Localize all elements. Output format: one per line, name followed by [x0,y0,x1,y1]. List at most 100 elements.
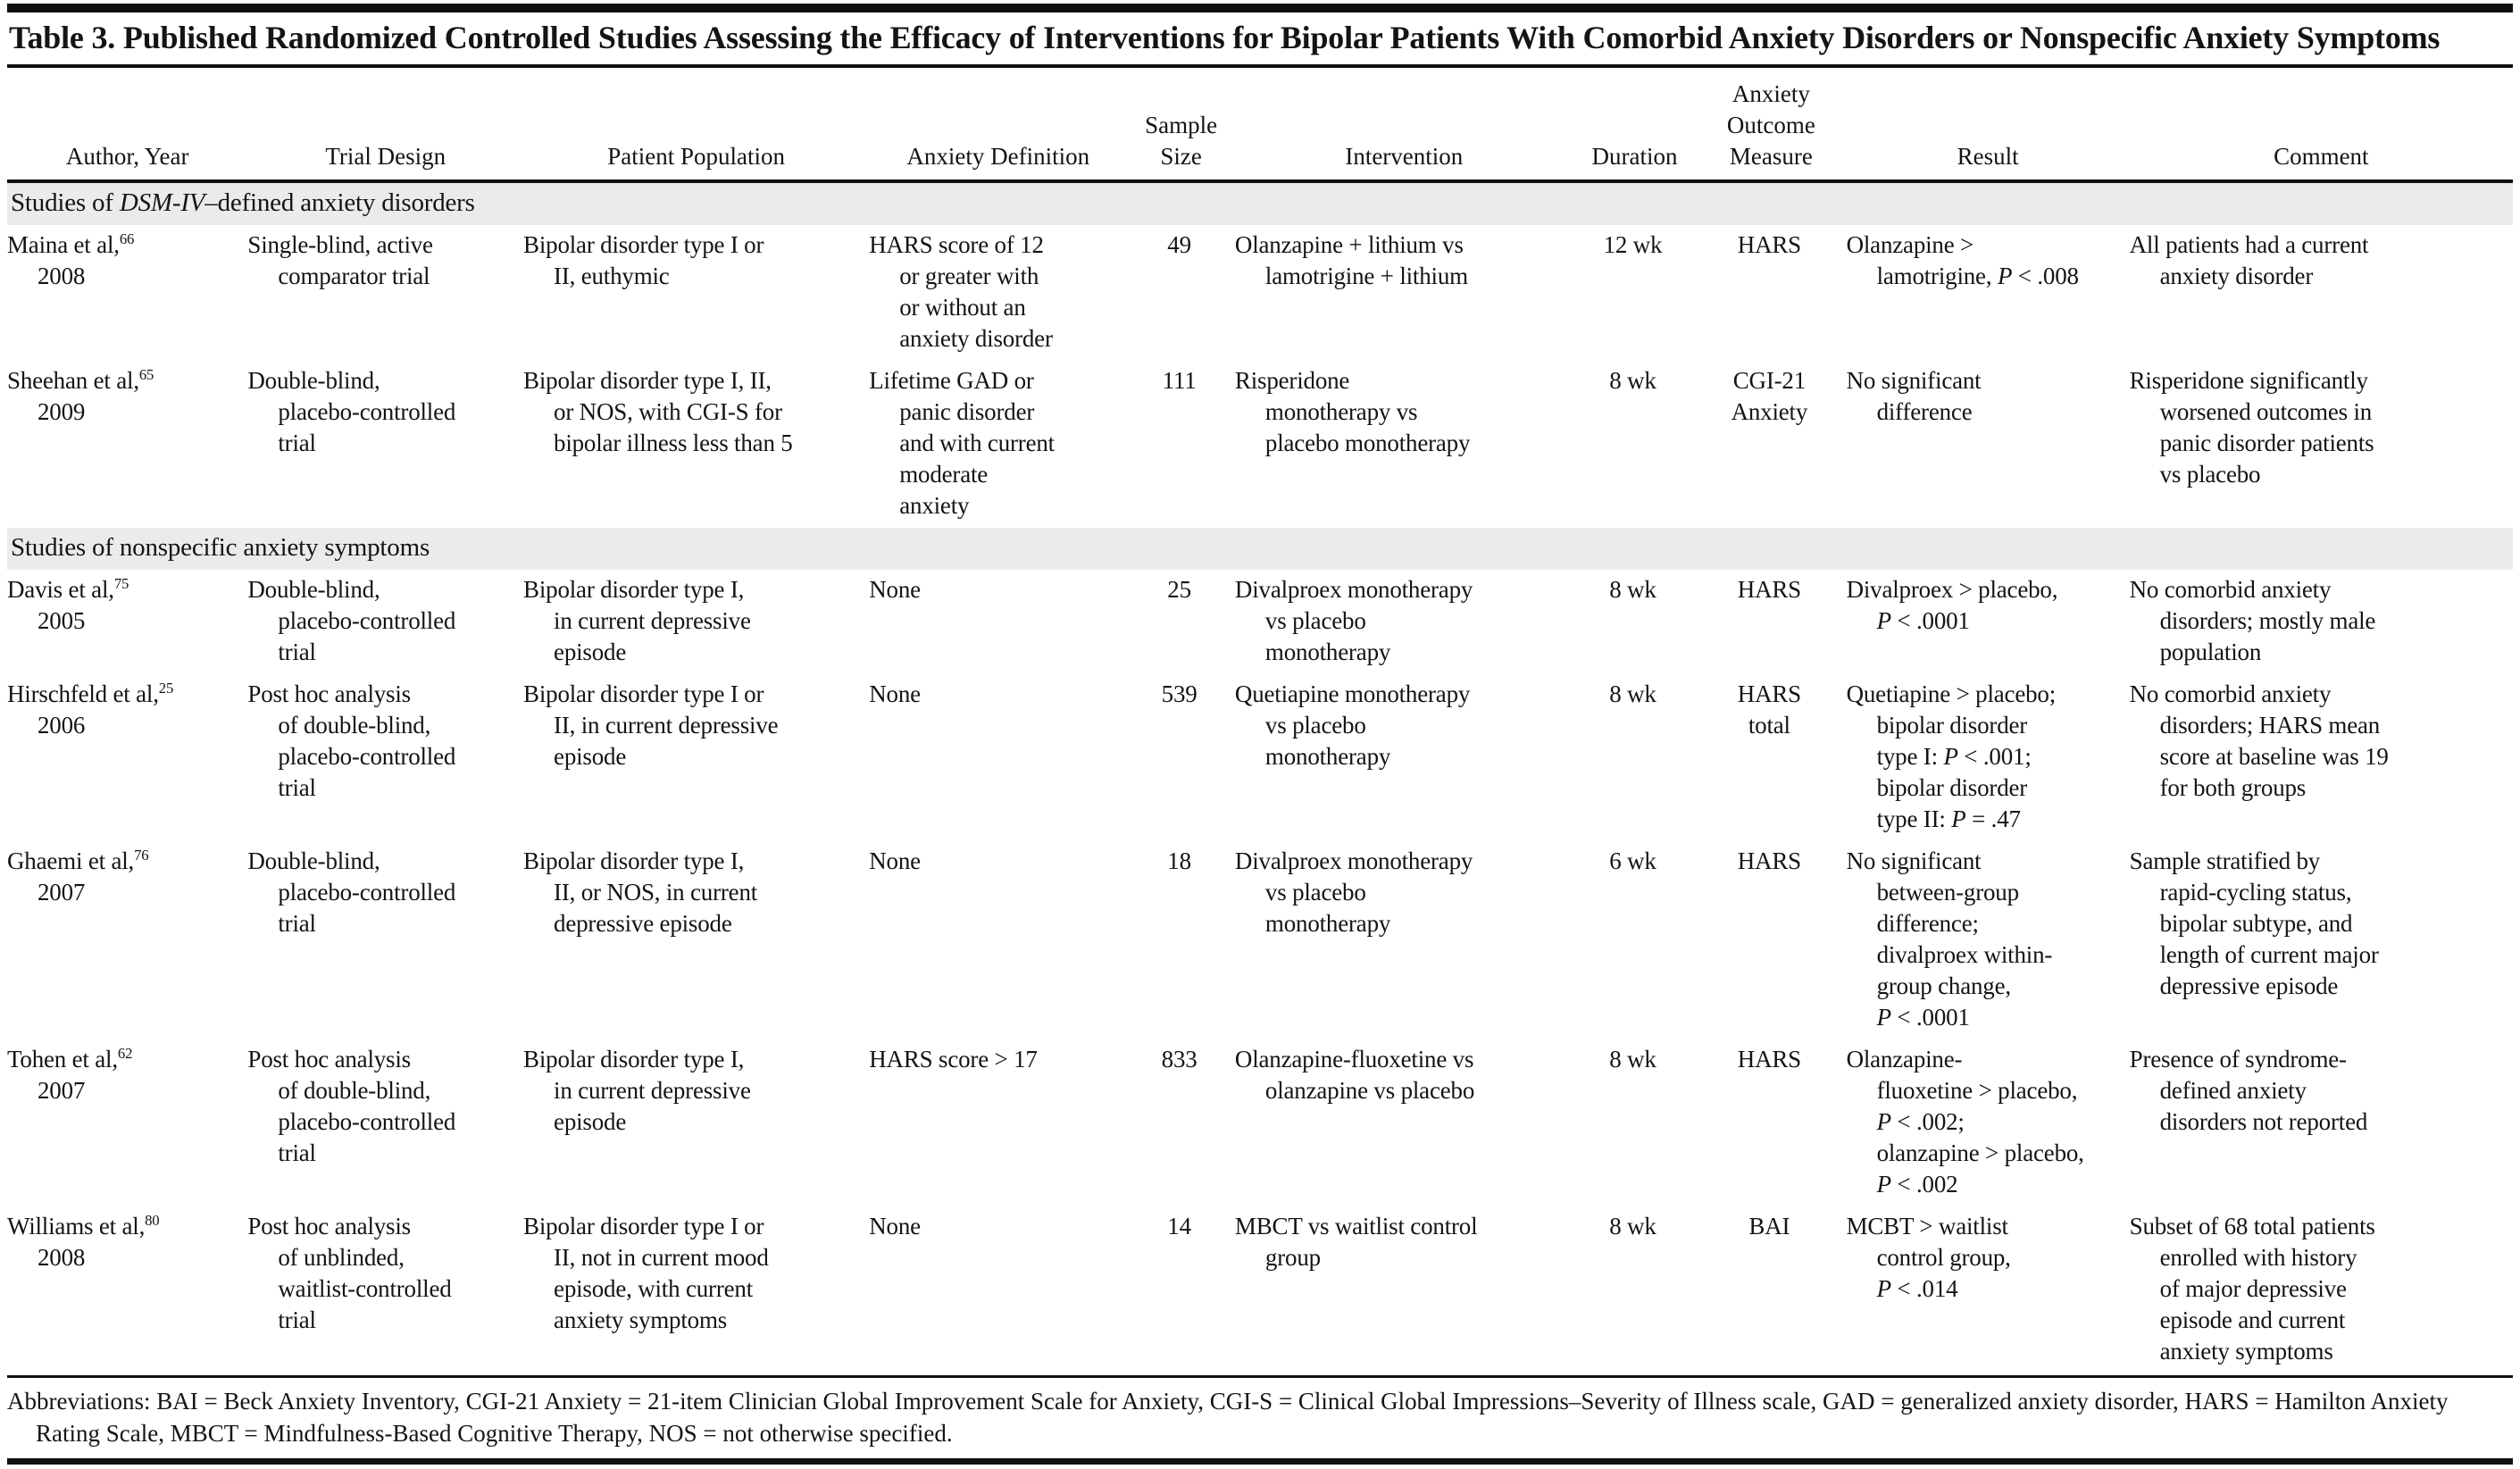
footnote-divider [7,1375,2513,1378]
table-row: Davis et al,75 2005 Double-blind, placeb… [7,570,2513,674]
cell-anxiety-definition: Lifetime GAD or panic disorder and with … [869,367,1055,519]
cell-trial-design: Post hoc analysis of double-blind, place… [247,680,456,801]
table-row: Ghaemi et al,76 2007 Double-blind, place… [7,841,2513,1039]
table-row: Williams et al,80 2008 Post hoc analysis… [7,1206,2513,1373]
cell-trial-design: Post hoc analysis of unblinded, waitlist… [247,1213,452,1333]
cell-intervention: Divalproex monotherapy vs placebo monoth… [1234,576,1473,665]
cell-comment: Presence of syndrome- defined anxiety di… [2129,1046,2368,1135]
column-header-duration: Duration [1573,68,1697,183]
table-top-rule [7,4,2513,13]
section-header-row: Studies of nonspecific anxiety symptoms [7,528,2513,570]
cell-result: Olanzapine > lamotrigine, P < .008 [1846,231,2079,289]
cell-comment: Sample stratified by rapid-cycling statu… [2129,847,2379,999]
table-row: Sheehan et al,65 2009 Double-blind, plac… [7,361,2513,528]
table-row: Tohen et al,62 2007 Post hoc analysis of… [7,1039,2513,1206]
cell-comment: Subset of 68 total patients enrolled wit… [2129,1213,2375,1365]
column-header-anxiety-outcome-measure: Anxiety Outcome Measure [1696,68,1847,183]
cell-result: No significant between-group difference;… [1846,847,2053,1031]
column-header-comment: Comment [2129,68,2513,183]
cell-sample-size: 539 [1161,680,1197,707]
cell-intervention: Olanzapine + lithium vs lamotrigine + li… [1234,231,1468,289]
table-bottom-rule [7,1458,2513,1465]
studies-table: Author, Year Trial Design Patient Popula… [7,68,2513,1373]
cell-anxiety-definition: None [869,1213,921,1239]
title-divider [7,64,2513,68]
section-header-dsm-iv-anxiety: Studies of DSM-IV–defined anxiety disord… [7,181,2513,225]
cell-sample-size: 49 [1167,231,1191,258]
cell-intervention: MBCT vs waitlist control group [1234,1213,1478,1271]
cell-patient-population: Bipolar disorder type I or II, euthymic [523,231,764,289]
cell-duration: 8 wk [1609,1213,1656,1239]
cell-sample-size: 833 [1161,1046,1197,1073]
cell-author-year: Tohen et al,62 2007 [7,1045,133,1104]
cell-intervention: Olanzapine-fluoxetine vs olanzapine vs p… [1234,1046,1475,1104]
cell-patient-population: Bipolar disorder type I, II, or NOS, in … [523,847,758,937]
cell-trial-design: Double-blind, placebo-controlled trial [247,576,456,665]
cell-trial-design: Double-blind, placebo-controlled trial [247,847,456,937]
column-header-author-year: Author, Year [7,68,248,183]
cell-trial-design: Single-blind, active comparator trial [247,231,433,289]
cell-anxiety-definition: HARS score of 12 or greater with or with… [869,231,1053,352]
cell-anxiety-definition: None [869,680,921,707]
cell-outcome-measure: HARS [1737,1046,1801,1073]
cell-author-year: Maina et al,66 2008 [7,230,135,289]
cell-anxiety-definition: None [869,576,921,603]
column-header-result: Result [1846,68,2130,183]
cell-author-year: Ghaemi et al,76 2007 [7,847,149,906]
cell-result: No significant difference [1846,367,1982,425]
cell-duration: 8 wk [1609,1046,1656,1073]
column-header-sample-size: Sample Size [1127,68,1235,183]
cell-intervention: Quetiapine monotherapy vs placebo monoth… [1234,680,1471,770]
cell-patient-population: Bipolar disorder type I or II, in curren… [523,680,779,770]
cell-comment: Risperidone significantly worsened outco… [2129,367,2374,488]
table-row: Maina et al,66 2008 Single-blind, active… [7,225,2513,361]
section-header-nonspecific-anxiety: Studies of nonspecific anxiety symptoms [7,528,2513,570]
cell-duration: 8 wk [1609,367,1656,394]
cell-outcome-measure: HARS [1737,231,1801,258]
table-title: Table 3. Published Randomized Controlled… [9,20,2441,55]
cell-intervention: Risperidone monotherapy vs placebo monot… [1234,367,1471,456]
cell-patient-population: Bipolar disorder type I or II, not in cu… [523,1213,769,1333]
cell-anxiety-definition: HARS score > 17 [869,1046,1038,1073]
cell-outcome-measure: HARS total [1737,680,1801,739]
cell-patient-population: Bipolar disorder type I, in current depr… [523,1046,751,1135]
cell-intervention: Divalproex monotherapy vs placebo monoth… [1234,847,1473,937]
cell-patient-population: Bipolar disorder type I, in current depr… [523,576,751,665]
cell-result: Divalproex > placebo, P < .0001 [1846,576,2058,634]
table-row: Hirschfeld et al,25 2006 Post hoc analys… [7,674,2513,841]
cell-result: Quetiapine > placebo; bipolar disorder t… [1846,680,2057,832]
column-header-anxiety-definition: Anxiety Definition [869,68,1128,183]
cell-comment: All patients had a current anxiety disor… [2129,231,2369,289]
cell-sample-size: 25 [1167,576,1191,603]
abbreviations-footnote: Abbreviations: BAI = Beck Anxiety Invent… [7,1388,2449,1447]
cell-outcome-measure: BAI [1748,1213,1790,1239]
cell-sample-size: 18 [1167,847,1191,874]
cell-outcome-measure: HARS [1737,847,1801,874]
cell-trial-design: Double-blind, placebo-controlled trial [247,367,456,456]
cell-trial-design: Post hoc analysis of double-blind, place… [247,1046,456,1166]
cell-duration: 12 wk [1603,231,1663,258]
cell-author-year: Hirschfeld et al,25 2006 [7,680,174,739]
cell-patient-population: Bipolar disorder type I, II, or NOS, wit… [523,367,793,456]
cell-outcome-measure: CGI-21 Anxiety [1731,367,1808,425]
cell-sample-size: 111 [1162,367,1197,394]
cell-author-year: Williams et al,80 2008 [7,1212,160,1271]
cell-result: MCBT > waitlist control group, P < .014 [1846,1213,2011,1302]
section-header-row: Studies of DSM-IV–defined anxiety disord… [7,181,2513,225]
column-header-trial-design: Trial Design [247,68,524,183]
cell-author-year: Sheehan et al,65 2009 [7,366,154,425]
column-header-row: Author, Year Trial Design Patient Popula… [7,68,2513,183]
cell-comment: No comorbid anxiety disorders; mostly ma… [2129,576,2376,665]
cell-duration: 8 wk [1609,680,1656,707]
cell-duration: 8 wk [1609,576,1656,603]
column-header-patient-population: Patient Population [523,68,870,183]
cell-author-year: Davis et al,75 2005 [7,575,129,634]
cell-comment: No comorbid anxiety disorders; HARS mean… [2129,680,2389,801]
cell-anxiety-definition: None [869,847,921,874]
column-header-intervention: Intervention [1234,68,1573,183]
cell-duration: 6 wk [1609,847,1656,874]
cell-sample-size: 14 [1167,1213,1191,1239]
cell-outcome-measure: HARS [1737,576,1801,603]
cell-result: Olanzapine- fluoxetine > placebo, P < .0… [1846,1046,2084,1198]
